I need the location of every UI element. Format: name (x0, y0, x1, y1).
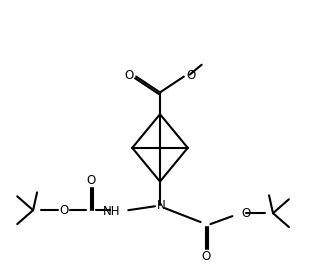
Text: N: N (156, 199, 165, 212)
Text: O: O (59, 204, 68, 217)
Text: O: O (201, 250, 210, 263)
Text: O: O (241, 207, 251, 220)
Text: O: O (125, 69, 134, 82)
Text: O: O (86, 174, 95, 187)
Text: O: O (186, 69, 195, 82)
Text: NH: NH (103, 205, 120, 218)
